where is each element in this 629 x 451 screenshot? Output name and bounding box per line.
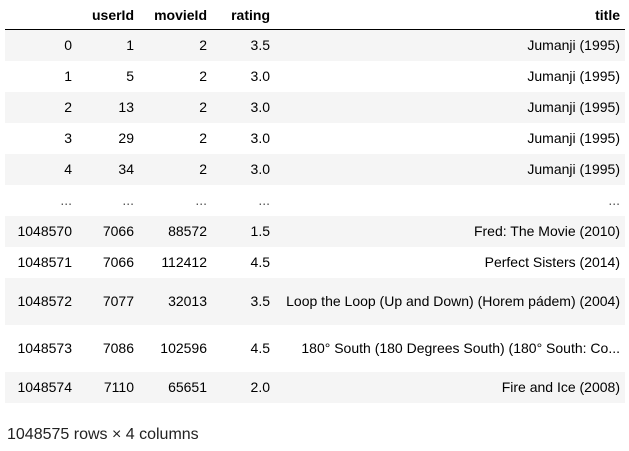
cell-title: Jumanji (1995) xyxy=(527,161,620,177)
cell-userid: 7077 xyxy=(102,293,134,309)
table-row: 1048574 7110 65651 2.0 Fire and Ice (200… xyxy=(5,371,625,403)
cell-movieid: ... xyxy=(195,192,207,208)
cell-rating: 1.5 xyxy=(250,223,270,239)
cell-title: Jumanji (1995) xyxy=(527,68,620,84)
cell-movieid: 88572 xyxy=(168,223,207,239)
cell-rating: 2.0 xyxy=(250,379,270,395)
cell-title: Jumanji (1995) xyxy=(527,99,620,115)
cell-rating: 3.0 xyxy=(250,99,270,115)
cell-userid: ... xyxy=(122,192,134,208)
cell-userid: 7086 xyxy=(102,340,134,356)
cell-title: Fire and Ice (2008) xyxy=(501,379,620,395)
cell-title: 180° South (180 Degrees South) (180° Sou… xyxy=(301,340,620,356)
cell-title: Fred: The Movie (2010) xyxy=(473,223,620,239)
table-row: 1048571 7066 112412 4.5 Perfect Sisters … xyxy=(5,246,625,278)
row-index: 1048573 xyxy=(17,340,72,356)
cell-userid: 1 xyxy=(126,37,134,54)
cell-title: Perfect Sisters (2014) xyxy=(484,254,620,270)
cell-movieid: 2 xyxy=(199,37,207,54)
cell-rating: 3.0 xyxy=(250,68,270,84)
table-row: 3 29 2 3.0 Jumanji (1995) xyxy=(5,122,625,154)
table-row: 2 13 2 3.0 Jumanji (1995) xyxy=(5,91,625,123)
cell-movieid: 2 xyxy=(199,68,207,84)
row-index: 1 xyxy=(64,68,72,84)
table-row: 4 34 2 3.0 Jumanji (1995) xyxy=(5,153,625,185)
cell-userid: 34 xyxy=(118,161,134,177)
column-header-movieid: movieId xyxy=(139,0,212,30)
cell-userid: 5 xyxy=(126,68,134,84)
row-index: 1048574 xyxy=(17,379,72,395)
cell-title: Jumanji (1995) xyxy=(527,37,620,54)
cell-userid: 7066 xyxy=(102,254,134,270)
table-row: 1048573 7086 102596 4.5 180° South (180 … xyxy=(5,324,625,372)
column-header-userid: userId xyxy=(77,0,139,30)
cell-rating: 3.0 xyxy=(250,161,270,177)
cell-movieid: 2 xyxy=(199,161,207,177)
cell-rating: 3.5 xyxy=(250,293,270,309)
table-row: 1048572 7077 32013 3.5 Loop the Loop (Up… xyxy=(5,277,625,325)
cell-userid: 7066 xyxy=(102,223,134,239)
cell-movieid: 112412 xyxy=(161,254,207,270)
dataframe-shape-summary: 1048575 rows × 4 columns xyxy=(7,426,199,443)
cell-rating: 4.5 xyxy=(250,254,270,270)
row-index: 3 xyxy=(64,130,72,146)
row-index: 1048570 xyxy=(17,223,72,239)
dataframe-table: userId movieId rating title 0 1 2 3.5 Ju… xyxy=(5,0,625,403)
cell-title: Jumanji (1995) xyxy=(527,130,620,146)
cell-movieid: 2 xyxy=(199,130,207,146)
cell-title: Loop the Loop (Up and Down) (Horem pádem… xyxy=(286,293,620,309)
row-index: 1048572 xyxy=(17,293,72,309)
cell-movieid: 102596 xyxy=(160,340,207,356)
table-row: 1048570 7066 88572 1.5 Fred: The Movie (… xyxy=(5,215,625,247)
table-row: 1 5 2 3.0 Jumanji (1995) xyxy=(5,60,625,92)
cell-rating: ... xyxy=(258,192,270,208)
dataframe-output: userId movieId rating title 0 1 2 3.5 Ju… xyxy=(5,0,625,403)
row-index: 1048571 xyxy=(17,254,72,270)
table-row: 0 1 2 3.5 Jumanji (1995) xyxy=(5,29,625,61)
header-row: userId movieId rating title xyxy=(5,0,625,30)
cell-rating: 3.5 xyxy=(250,37,270,54)
cell-rating: 4.5 xyxy=(250,340,270,356)
cell-userid: 13 xyxy=(118,99,134,115)
column-header-title: title xyxy=(275,0,625,30)
cell-rating: 3.0 xyxy=(250,130,270,146)
column-header-rating: rating xyxy=(212,0,275,30)
row-index: 0 xyxy=(64,37,72,54)
index-header xyxy=(5,0,77,30)
row-index: 4 xyxy=(64,161,72,177)
cell-movieid: 32013 xyxy=(168,293,207,309)
cell-title: ... xyxy=(608,192,620,208)
cell-userid: 7110 xyxy=(103,379,134,395)
cell-movieid: 65651 xyxy=(168,379,207,395)
ellipsis-row: ... ... ... ... ... xyxy=(5,184,625,216)
row-index: 2 xyxy=(64,99,72,115)
row-index: ... xyxy=(60,192,72,208)
cell-movieid: 2 xyxy=(199,99,207,115)
cell-userid: 29 xyxy=(118,130,134,146)
